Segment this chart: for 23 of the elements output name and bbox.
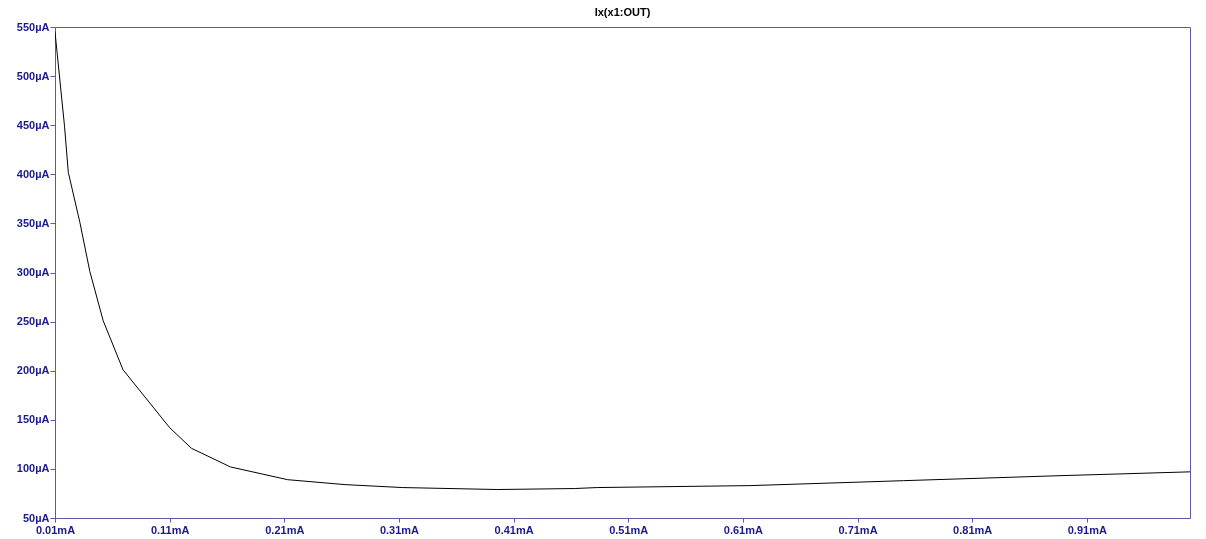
chart-title: Ix(x1:OUT) [594,6,651,18]
x-tick-label: 0.81mA [953,523,993,536]
y-tick-label: 350µA [16,216,50,229]
x-tick-label: 0.21mA [265,523,305,536]
x-tick-label: 0.01mA [35,523,76,536]
x-tick-label: 0.51mA [609,523,649,536]
y-tick-label: 500µA [16,69,50,82]
y-tick-label: 400µA [16,167,50,180]
x-tick-label: 0.61mA [723,523,763,536]
x-tick-label: 0.71mA [838,523,878,536]
y-tick-label: 50µA [22,511,50,524]
x-tick-label: 0.31mA [379,523,420,536]
x-tick-label: 0.91mA [1067,523,1107,536]
y-tick-label: 150µA [16,413,50,426]
y-tick-label: 200µA [16,364,50,377]
y-tick-label: 100µA [16,462,50,475]
line-series [55,31,1190,491]
y-tick-label: 450µA [16,118,50,131]
x-tick-label: 0.41mA [494,523,534,536]
y-tick-label: 250µA [16,315,50,328]
y-tick-label: 300µA [16,266,50,278]
x-tick-label: 0.11mA [150,523,190,536]
y-tick-label: 550µA [16,20,50,33]
